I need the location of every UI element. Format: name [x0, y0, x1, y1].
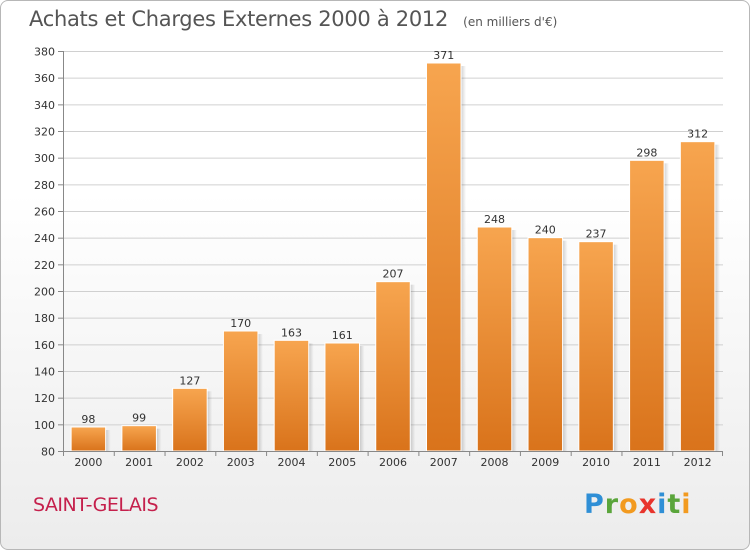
logo-letter: i — [657, 489, 668, 520]
y-tick-label: 360 — [34, 72, 55, 85]
bar-shadow — [511, 230, 517, 451]
bar-2008 — [476, 226, 513, 452]
y-tick-label: 200 — [34, 286, 55, 299]
y-axis: 80 100 120 140 160 180 200 220 240 260 280 300 320 34… — [34, 46, 64, 459]
bar-2010 — [578, 241, 614, 452]
x-tick-label: 2002 — [176, 456, 204, 469]
bar-shadow — [156, 428, 162, 451]
y-tick-label: 240 — [34, 232, 55, 245]
bar-shadow — [105, 430, 111, 451]
bar-shadow — [613, 244, 619, 451]
proxiti-logo: Proxiti — [584, 489, 692, 520]
x-tick-label: 2003 — [227, 456, 255, 469]
bar-2000 — [70, 426, 107, 452]
bar-shadow — [562, 240, 568, 451]
bar-2002 — [172, 387, 208, 452]
y-tick-label: 180 — [34, 312, 55, 325]
bar-2003 — [222, 330, 259, 452]
y-tick-label: 260 — [34, 206, 55, 219]
bar-shadow — [461, 66, 467, 451]
bar-shadow — [664, 163, 670, 452]
data-label-2010: 237 — [586, 228, 607, 241]
bar-shadow — [207, 391, 213, 451]
data-labels: 98 99 127 170 163 161 207 371 248 240 237 298 312 — [81, 49, 708, 426]
chart-header: Achats et Charges Externes 2000 à 2012 (… — [29, 7, 557, 31]
x-tick-label: 2010 — [582, 456, 610, 469]
y-tick-label: 280 — [34, 179, 55, 192]
y-tick-label: 300 — [34, 152, 55, 165]
bar-2011 — [629, 159, 665, 452]
data-label-2004: 163 — [281, 326, 302, 339]
bars — [70, 62, 720, 452]
data-label-2000: 98 — [81, 413, 95, 426]
chart-title: Achats et Charges Externes 2000 à 2012 — [29, 7, 449, 31]
logo-letter: t — [667, 489, 682, 520]
y-tick-label: 140 — [34, 366, 55, 379]
y-tick-label: 120 — [34, 392, 55, 405]
data-label-2002: 127 — [179, 374, 200, 387]
x-axis: 2000 2001 2002 2003 2004 2005 2006 2007 2008 2009… — [63, 451, 723, 469]
bar-shadow — [359, 346, 365, 451]
data-label-2006: 207 — [383, 268, 404, 281]
x-tick-label: 2001 — [125, 456, 153, 469]
logo-letter: r — [604, 489, 620, 520]
bar-shadow — [308, 343, 314, 451]
bar-2012 — [679, 141, 716, 452]
x-tick-label: 2011 — [633, 456, 661, 469]
bar-shadow — [410, 284, 416, 451]
logo-letter: o — [619, 489, 639, 520]
data-label-2009: 240 — [535, 224, 556, 237]
bar-shadow — [714, 144, 720, 451]
logo-letter: x — [638, 489, 658, 520]
bar-2001 — [121, 425, 157, 452]
data-label-2003: 170 — [230, 317, 251, 330]
logo-letter: i — [681, 489, 692, 520]
x-tick-label: 2004 — [277, 456, 305, 469]
x-tick-label: 2000 — [74, 456, 102, 469]
chart-subtitle: (en milliers d'€) — [463, 15, 558, 29]
logo-letter: P — [584, 489, 605, 520]
y-tick-label: 160 — [34, 339, 55, 352]
x-tick-label: 2006 — [379, 456, 407, 469]
y-tick-label: 220 — [34, 259, 55, 272]
y-tick-label: 380 — [34, 46, 55, 59]
data-label-2012: 312 — [687, 128, 708, 141]
x-tick-label: 2012 — [684, 456, 712, 469]
x-tick-label: 2008 — [481, 456, 509, 469]
x-tick-label: 2009 — [531, 456, 559, 469]
data-label-2011: 298 — [636, 146, 657, 159]
bar-2004 — [273, 339, 310, 452]
bar-shadow — [257, 334, 263, 451]
y-tick-label: 80 — [41, 446, 55, 459]
bar-2009 — [527, 237, 564, 452]
y-tick-label: 320 — [34, 126, 55, 139]
commune-name: SAINT-GELAIS — [33, 494, 159, 516]
data-label-2008: 248 — [484, 213, 505, 226]
data-label-2001: 99 — [132, 412, 146, 425]
x-tick-label: 2007 — [430, 456, 458, 469]
x-tick-label: 2005 — [328, 456, 356, 469]
data-label-2007: 371 — [433, 49, 454, 62]
data-label-2005: 161 — [332, 329, 353, 342]
bar-2005 — [324, 342, 360, 452]
bar-2007 — [426, 62, 462, 452]
y-tick-label: 100 — [34, 419, 55, 432]
y-tick-label: 340 — [34, 99, 55, 112]
bar-2006 — [375, 281, 411, 452]
